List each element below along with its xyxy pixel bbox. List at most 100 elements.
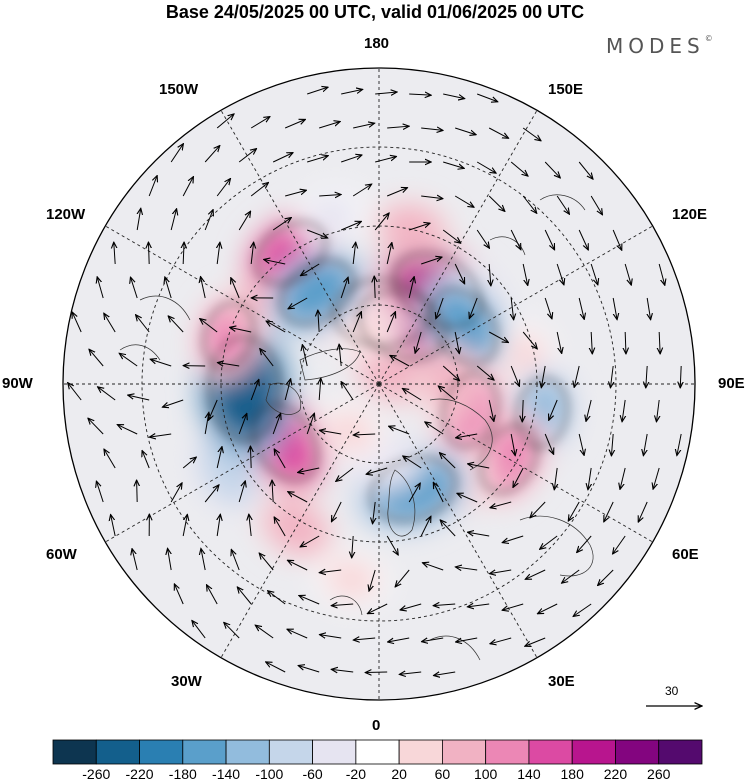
wind-arrow bbox=[369, 569, 376, 591]
wind-arrow bbox=[205, 412, 209, 435]
map-title: Base 24/05/2025 00 UTC, valid 01/06/2025… bbox=[165, 2, 585, 22]
wind-arrow bbox=[513, 467, 524, 487]
wind-arrow bbox=[659, 331, 660, 354]
wind-arrow bbox=[216, 114, 234, 129]
wind-arrow bbox=[274, 517, 286, 537]
wind-arrow bbox=[299, 595, 320, 605]
wind-arrow bbox=[540, 535, 558, 549]
wind-arrow bbox=[408, 277, 414, 299]
wind-arrow bbox=[541, 365, 546, 388]
colorbar-swatch bbox=[528, 739, 573, 765]
anomaly-core bbox=[324, 559, 379, 600]
wind-arrow bbox=[489, 570, 512, 574]
wind-arrow bbox=[201, 277, 206, 299]
wind-arrow bbox=[454, 263, 464, 284]
wind-arrow bbox=[386, 188, 407, 197]
wind-arrow bbox=[442, 365, 459, 381]
wind-arrow bbox=[307, 156, 328, 163]
coastlines bbox=[119, 194, 594, 661]
wind-arrow bbox=[148, 242, 149, 265]
wind-arrow bbox=[374, 276, 375, 299]
wind-arrow bbox=[468, 532, 490, 536]
wind-arrow bbox=[149, 434, 172, 437]
copyright-mark: © bbox=[704, 34, 713, 43]
wind-arrow bbox=[457, 493, 478, 503]
wind-arrow bbox=[646, 365, 647, 388]
meridian-line bbox=[378, 383, 538, 658]
label-60w: 60W bbox=[46, 546, 77, 563]
anomaly-contour bbox=[280, 259, 354, 325]
wind-arrow bbox=[647, 297, 650, 320]
colorbar-swatch bbox=[182, 739, 227, 765]
lat-lon-grid bbox=[63, 68, 695, 700]
wind-arrow bbox=[204, 485, 219, 503]
wind-arrow bbox=[264, 259, 286, 265]
wind-arrow bbox=[307, 87, 328, 95]
wind-arrow bbox=[204, 146, 220, 163]
wind-arrow bbox=[272, 218, 291, 231]
wind-arrow bbox=[604, 501, 614, 522]
wind-arrow bbox=[658, 263, 665, 285]
wind-arrow bbox=[643, 433, 647, 456]
wind-arrow bbox=[476, 365, 494, 380]
wind-arrow bbox=[374, 213, 389, 231]
wind-arrow bbox=[577, 535, 592, 553]
wind-arrow bbox=[306, 229, 328, 238]
anomaly-core bbox=[428, 351, 472, 412]
wind-arrow bbox=[250, 379, 259, 401]
wind-arrow bbox=[250, 446, 251, 469]
wind-arrow bbox=[352, 535, 354, 558]
wind-arrow bbox=[522, 263, 528, 286]
wind-arrow bbox=[438, 386, 456, 401]
wind-arrow bbox=[489, 263, 491, 286]
wind-arrow bbox=[217, 363, 240, 366]
meridian-line bbox=[378, 225, 653, 385]
wind-arrow bbox=[562, 569, 580, 583]
colorbar-swatch bbox=[485, 739, 530, 765]
wind-arrow bbox=[400, 603, 422, 610]
wind-arrow bbox=[653, 467, 660, 489]
colorbar-swatch bbox=[398, 739, 443, 765]
wind-arrow bbox=[510, 365, 519, 386]
wind-arrow bbox=[136, 315, 150, 333]
wind-arrow bbox=[72, 312, 82, 333]
wind-arrow bbox=[183, 242, 184, 265]
wind-arrow bbox=[319, 430, 342, 434]
wind-arrow bbox=[260, 349, 274, 367]
wind-arrow bbox=[433, 604, 456, 606]
wind-arrow bbox=[119, 353, 138, 367]
wind-arrow bbox=[298, 665, 320, 673]
wind-arrow bbox=[204, 209, 213, 231]
wind-arrow bbox=[168, 316, 184, 333]
wind-vectors bbox=[68, 87, 682, 675]
wind-arrow bbox=[266, 662, 286, 673]
wind-arrow bbox=[288, 492, 308, 503]
wind-arrow bbox=[611, 433, 613, 456]
anomaly-contour bbox=[430, 288, 498, 365]
wind-arrow bbox=[284, 379, 290, 401]
wind-arrow bbox=[568, 501, 580, 521]
anomaly-contour bbox=[203, 302, 255, 369]
wind-arrow bbox=[476, 93, 498, 102]
colorbar-tick: -180 bbox=[168, 766, 197, 782]
meridian-line bbox=[105, 225, 380, 385]
meridian-line bbox=[105, 383, 380, 543]
wind-arrow bbox=[268, 591, 286, 605]
wind-arrow bbox=[300, 263, 320, 276]
wind-arrow bbox=[656, 399, 659, 422]
wind-arrow bbox=[272, 480, 273, 503]
wind-arrow bbox=[272, 153, 293, 163]
wind-arrow bbox=[168, 548, 172, 571]
wind-arrow bbox=[488, 127, 508, 138]
wind-arrow bbox=[578, 161, 593, 179]
wind-arrow bbox=[104, 449, 116, 469]
label-150w: 150W bbox=[159, 81, 199, 98]
colorbar-tick: 220 bbox=[603, 766, 628, 782]
wind-arrow bbox=[525, 569, 546, 579]
wind-arrow bbox=[170, 209, 176, 231]
wind-arrow bbox=[443, 93, 465, 99]
wind-arrow bbox=[610, 365, 613, 388]
anomaly-contour bbox=[358, 291, 448, 360]
wind-arrow bbox=[353, 123, 374, 129]
wind-arrow bbox=[274, 449, 286, 469]
